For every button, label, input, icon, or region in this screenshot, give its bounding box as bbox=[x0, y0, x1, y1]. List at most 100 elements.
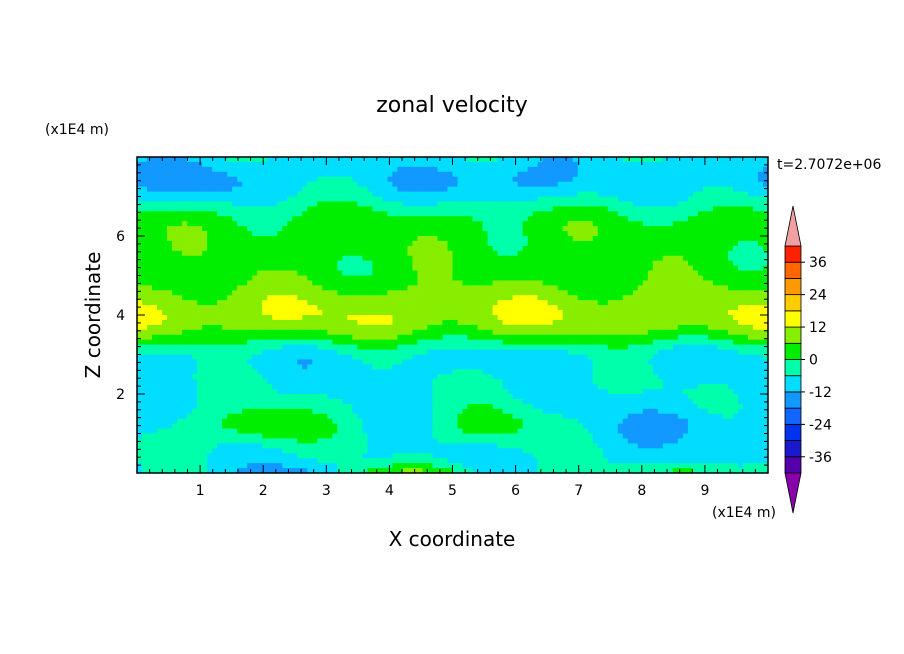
field-cell bbox=[217, 216, 223, 222]
field-cell bbox=[392, 329, 399, 336]
field-cell bbox=[217, 161, 223, 168]
field-cell bbox=[307, 240, 313, 247]
field-cell bbox=[352, 157, 358, 163]
field-cell bbox=[417, 201, 424, 207]
field-cell bbox=[247, 191, 253, 198]
field-cell bbox=[262, 240, 268, 247]
field-cell bbox=[722, 201, 729, 207]
field-cell bbox=[377, 300, 383, 306]
field-cell bbox=[422, 226, 429, 232]
field-cell bbox=[637, 186, 644, 193]
field-cell bbox=[452, 315, 459, 321]
field-cell bbox=[502, 226, 509, 232]
field-cell bbox=[377, 206, 383, 212]
field-cell bbox=[277, 250, 283, 257]
field-cell bbox=[657, 191, 664, 198]
field-cell bbox=[342, 285, 348, 291]
field-cell bbox=[302, 176, 308, 183]
field-cell bbox=[387, 295, 394, 301]
field-cell bbox=[587, 245, 594, 252]
field-cell bbox=[172, 300, 178, 306]
field-cell bbox=[162, 339, 168, 346]
field-cell bbox=[282, 305, 288, 311]
field-cell bbox=[507, 186, 514, 193]
field-cell bbox=[287, 161, 293, 168]
field-cell bbox=[447, 250, 454, 257]
field-cell bbox=[747, 157, 754, 163]
field-cell bbox=[207, 166, 213, 173]
field-cell bbox=[152, 161, 158, 168]
field-cell bbox=[762, 181, 768, 188]
field-cell bbox=[442, 290, 449, 296]
field-cell bbox=[142, 250, 148, 257]
field-cell bbox=[312, 157, 318, 163]
field-cell bbox=[242, 201, 248, 207]
field-cell bbox=[407, 260, 414, 267]
field-cell bbox=[332, 171, 338, 178]
field-cell bbox=[267, 201, 273, 207]
field-cell bbox=[172, 216, 178, 222]
field-cell bbox=[167, 319, 173, 326]
field-cell bbox=[152, 186, 158, 193]
field-cell bbox=[687, 161, 694, 168]
field-cell bbox=[327, 255, 333, 262]
field-cell bbox=[442, 255, 449, 262]
field-cell bbox=[437, 324, 444, 331]
field-cell bbox=[692, 324, 699, 331]
field-cell bbox=[582, 315, 589, 321]
field-cell bbox=[192, 255, 198, 262]
field-cell bbox=[487, 265, 494, 272]
field-cell bbox=[702, 275, 709, 282]
field-cell bbox=[157, 240, 163, 247]
field-cell bbox=[692, 240, 699, 247]
field-cell bbox=[737, 300, 744, 306]
field-cell bbox=[467, 280, 474, 286]
field-cell bbox=[207, 196, 213, 203]
field-cell bbox=[562, 250, 569, 257]
field-cell bbox=[447, 344, 454, 351]
field-cell bbox=[212, 176, 218, 183]
field-cell bbox=[662, 231, 669, 237]
field-cell bbox=[657, 319, 664, 326]
field-cell bbox=[517, 211, 524, 217]
field-cell bbox=[532, 315, 539, 321]
field-cell bbox=[602, 216, 609, 222]
field-cell bbox=[172, 206, 178, 212]
field-cell bbox=[172, 265, 178, 272]
field-cell bbox=[582, 265, 589, 272]
field-cell bbox=[597, 265, 604, 272]
field-cell bbox=[322, 275, 328, 282]
field-cell bbox=[312, 285, 318, 291]
field-cell bbox=[282, 265, 288, 272]
field-cell bbox=[537, 270, 544, 277]
field-cell bbox=[362, 191, 368, 198]
field-cell bbox=[287, 250, 293, 257]
field-cell bbox=[612, 181, 619, 188]
field-cell bbox=[437, 201, 444, 207]
field-cell bbox=[682, 290, 689, 296]
field-cell bbox=[707, 265, 714, 272]
field-cell bbox=[542, 176, 549, 183]
field-cell bbox=[572, 245, 579, 252]
field-cell bbox=[482, 275, 489, 282]
field-cell bbox=[632, 236, 639, 242]
field-cell bbox=[467, 176, 474, 183]
field-cell bbox=[742, 181, 749, 188]
field-cell bbox=[157, 216, 163, 222]
field-cell bbox=[627, 344, 634, 351]
field-cell bbox=[642, 171, 649, 178]
field-cell bbox=[397, 324, 404, 331]
field-cell bbox=[157, 226, 163, 232]
field-cell bbox=[292, 280, 298, 286]
field-cell bbox=[712, 290, 719, 296]
field-cell bbox=[532, 310, 539, 316]
field-cell bbox=[702, 245, 709, 252]
field-cell bbox=[752, 300, 759, 306]
field-cell bbox=[542, 305, 549, 311]
field-cell bbox=[332, 319, 338, 326]
field-cell bbox=[372, 280, 378, 286]
field-cell bbox=[522, 176, 529, 183]
field-cell bbox=[277, 334, 283, 341]
field-cell bbox=[147, 191, 153, 198]
field-cell bbox=[407, 315, 414, 321]
